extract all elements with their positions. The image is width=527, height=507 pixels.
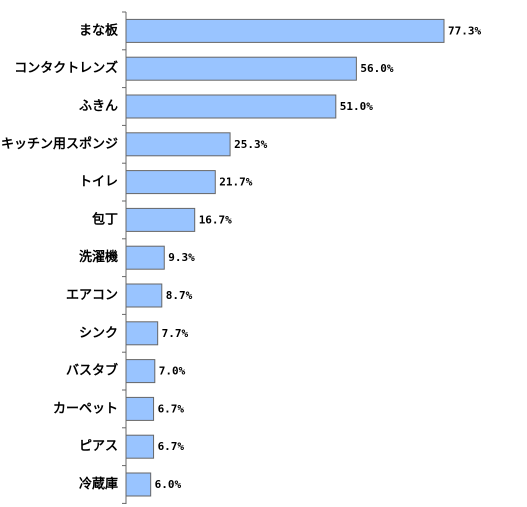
- category-label: 洗濯機: [79, 249, 118, 265]
- category-label: シンク: [79, 326, 118, 341]
- value-label: 6.0%: [155, 478, 182, 491]
- bar: [125, 56, 357, 81]
- category-label: コンタクトレンズ: [14, 60, 118, 76]
- value-label: 6.7%: [158, 402, 185, 415]
- bar: [125, 283, 163, 308]
- category-label: トイレ: [79, 175, 118, 190]
- value-label: 25.3%: [234, 138, 267, 151]
- category-axis-ticks: [122, 11, 126, 504]
- value-label: 21.7%: [219, 176, 252, 189]
- value-label: 6.7%: [158, 440, 185, 453]
- category-label: 包丁: [92, 211, 118, 227]
- category-labels-group: まな板コンタクトレンズふきんキッチン用スポンジトイレ包丁洗濯機エアコンシンクバス…: [1, 22, 119, 492]
- value-label: 51.0%: [340, 100, 373, 113]
- bar: [125, 170, 216, 195]
- category-label: バスタブ: [66, 363, 118, 379]
- category-label: エアコン: [66, 288, 118, 303]
- value-label: 8.7%: [166, 289, 193, 302]
- category-label: ピアス: [79, 439, 118, 454]
- category-label: キッチン用スポンジ: [1, 136, 118, 152]
- bar: [125, 472, 152, 497]
- bar: [125, 321, 159, 346]
- bars-group: [125, 18, 445, 497]
- value-label: 56.0%: [360, 62, 393, 75]
- value-labels-group: 77.3% 56.0% 51.0% 25.3% 21.7% 16.7% 9.3% 8.7% 7.…: [155, 24, 482, 491]
- category-label: カーペット: [53, 401, 118, 416]
- bar: [125, 132, 231, 157]
- value-label: 9.3%: [168, 251, 195, 264]
- bar: [125, 359, 156, 384]
- value-label: 16.7%: [199, 213, 232, 226]
- bar: [125, 245, 165, 270]
- bar: [125, 18, 445, 43]
- category-label: ふきん: [79, 99, 118, 114]
- bar: [125, 94, 337, 119]
- bar: [125, 207, 196, 232]
- value-label: 7.7%: [162, 327, 189, 340]
- bar: [125, 396, 155, 421]
- value-label: 7.0%: [159, 365, 186, 378]
- category-label: まな板: [79, 22, 119, 38]
- bar: [125, 434, 155, 459]
- category-label: 冷蔵庫: [79, 476, 118, 492]
- value-label: 77.3%: [448, 24, 481, 37]
